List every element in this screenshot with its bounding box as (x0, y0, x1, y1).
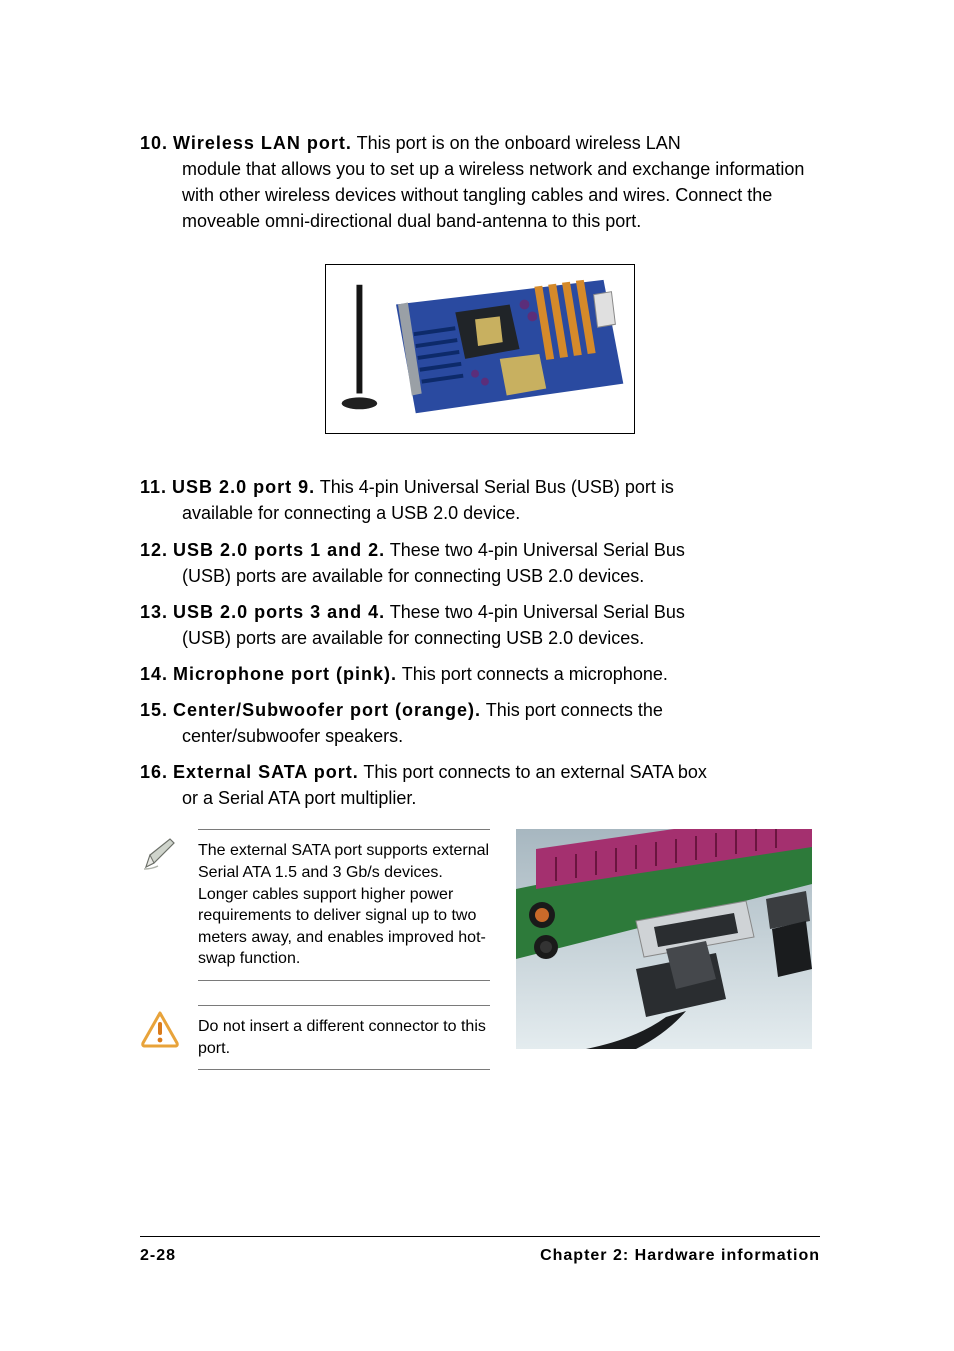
item-number: 14. (140, 664, 168, 684)
item-number: 10. (140, 133, 168, 153)
motherboard-figure (325, 264, 635, 434)
item-body-cont: center/subwoofer speakers. (182, 723, 820, 749)
item-number: 12. (140, 540, 168, 560)
item-body: These two 4-pin Universal Serial Bus (390, 602, 685, 622)
motherboard-illustration (326, 265, 634, 433)
item-body-cont: module that allows you to set up a wirel… (182, 156, 820, 234)
tip-text-wrap: The external SATA port supports external… (198, 829, 490, 981)
footer-chapter: Chapter 2: Hardware information (540, 1247, 820, 1265)
tip-note: The external SATA port supports external… (140, 829, 490, 981)
list-item-15: 15. Center/Subwoofer port (orange). This… (140, 697, 820, 749)
item-body: This port connects a microphone. (402, 664, 668, 684)
item-title: USB 2.0 ports 1 and 2. (173, 540, 385, 560)
list-item-11: 11. USB 2.0 port 9. This 4-pin Universal… (140, 474, 820, 526)
footer-page-number: 2-28 (140, 1247, 176, 1265)
warning-note: Do not insert a different connector to t… (140, 1005, 490, 1070)
list-item-16: 16. External SATA port. This port connec… (140, 759, 820, 811)
page-content: 10. Wireless LAN port. This port is on t… (140, 130, 820, 1094)
item-title: USB 2.0 port 9. (172, 477, 315, 497)
item-body: This port connects the (486, 700, 663, 720)
notes-column: The external SATA port supports external… (140, 829, 490, 1094)
item-number: 15. (140, 700, 168, 720)
item-title: External SATA port. (173, 762, 359, 782)
pencil-icon (140, 829, 180, 878)
item-number: 16. (140, 762, 168, 782)
notes-row: The external SATA port supports external… (140, 829, 820, 1094)
item-title: Microphone port (pink). (173, 664, 397, 684)
sata-port-figure (516, 829, 812, 1049)
item-body-cont: (USB) ports are available for connecting… (182, 625, 820, 651)
list-item-12: 12. USB 2.0 ports 1 and 2. These two 4-p… (140, 537, 820, 589)
item-body: This port is on the onboard wireless LAN (357, 133, 681, 153)
list-item-14: 14. Microphone port (pink). This port co… (140, 661, 820, 687)
item-body-cont: or a Serial ATA port multiplier. (182, 785, 820, 811)
item-title: Center/Subwoofer port (orange). (173, 700, 481, 720)
tip-text: The external SATA port supports external… (198, 840, 490, 970)
warning-text-wrap: Do not insert a different connector to t… (198, 1005, 490, 1070)
list-item-13: 13. USB 2.0 ports 3 and 4. These two 4-p… (140, 599, 820, 651)
item-body: This port connects to an external SATA b… (363, 762, 707, 782)
item-title: Wireless LAN port. (173, 133, 352, 153)
item-body-cont: (USB) ports are available for connecting… (182, 563, 820, 589)
item-body: These two 4-pin Universal Serial Bus (390, 540, 685, 560)
item-number: 13. (140, 602, 168, 622)
item-title: USB 2.0 ports 3 and 4. (173, 602, 385, 622)
sata-illustration (516, 829, 812, 1049)
page-footer: 2-28 Chapter 2: Hardware information (140, 1236, 820, 1265)
warning-icon (140, 1005, 180, 1054)
item-body: This 4-pin Universal Serial Bus (USB) po… (320, 477, 674, 497)
list-item-10: 10. Wireless LAN port. This port is on t… (140, 130, 820, 234)
item-number: 11. (140, 477, 167, 497)
warning-text: Do not insert a different connector to t… (198, 1016, 490, 1059)
item-body-cont: available for connecting a USB 2.0 devic… (182, 500, 820, 526)
